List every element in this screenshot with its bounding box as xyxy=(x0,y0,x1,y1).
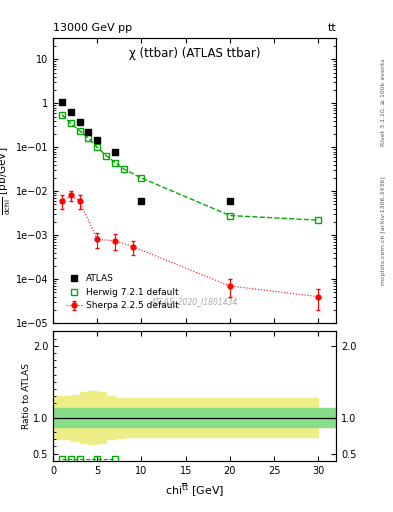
Herwig 7.2.1 default xyxy=(121,166,126,172)
Herwig 7.2.1 default xyxy=(228,212,232,219)
ATLAS xyxy=(113,148,118,155)
Text: mcplots.cern.ch [arXiv:1306.3436]: mcplots.cern.ch [arXiv:1306.3436] xyxy=(381,176,386,285)
Y-axis label: Ratio to ATLAS: Ratio to ATLAS xyxy=(22,363,31,429)
Text: ATLAS_2020_I1801434: ATLAS_2020_I1801434 xyxy=(151,297,238,306)
Line: Herwig 7.2.1 default: Herwig 7.2.1 default xyxy=(59,112,321,223)
Bar xyxy=(53,408,336,427)
ATLAS xyxy=(228,198,232,204)
ATLAS xyxy=(77,119,82,125)
ATLAS xyxy=(139,198,144,204)
ATLAS xyxy=(95,137,100,143)
Herwig 7.2.1 default xyxy=(316,217,321,223)
X-axis label: chi$^{\overline{\mathrm{t}}\mathrm{t}}$ [GeV]: chi$^{\overline{\mathrm{t}}\mathrm{t}}$ … xyxy=(165,481,224,499)
Legend: ATLAS, Herwig 7.2.1 default, Sherpa 2.2.5 default: ATLAS, Herwig 7.2.1 default, Sherpa 2.2.… xyxy=(63,271,181,313)
Herwig 7.2.1 default xyxy=(95,144,100,151)
Herwig 7.2.1 default xyxy=(77,127,82,134)
Text: χ (ttbar) (ATLAS ttbar): χ (ttbar) (ATLAS ttbar) xyxy=(129,47,260,60)
ATLAS xyxy=(60,99,64,105)
Herwig 7.2.1 default xyxy=(60,112,64,118)
Herwig 7.2.1 default xyxy=(113,159,118,165)
Text: 13000 GeV pp: 13000 GeV pp xyxy=(53,23,132,33)
Herwig 7.2.1 default xyxy=(139,175,144,181)
Herwig 7.2.1 default xyxy=(68,120,73,126)
Text: tt: tt xyxy=(327,23,336,33)
Herwig 7.2.1 default xyxy=(86,135,91,141)
Y-axis label: $\frac{\mathrm{d}\sigma^\mathrm{nd}}{\mathrm{dchi}}$ [pb/GeV]: $\frac{\mathrm{d}\sigma^\mathrm{nd}}{\ma… xyxy=(0,146,13,215)
Text: Rivet 3.1.10, ≥ 100k events: Rivet 3.1.10, ≥ 100k events xyxy=(381,58,386,146)
Line: ATLAS: ATLAS xyxy=(59,99,233,204)
ATLAS xyxy=(86,129,91,135)
ATLAS xyxy=(68,109,73,115)
Herwig 7.2.1 default xyxy=(104,153,108,159)
